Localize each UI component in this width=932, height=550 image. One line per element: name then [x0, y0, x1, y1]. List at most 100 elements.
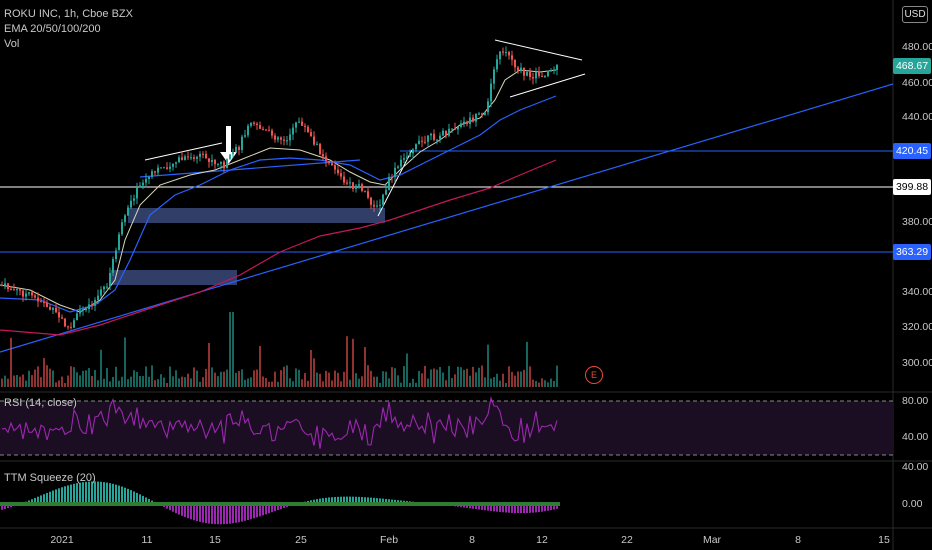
squeeze-bar — [271, 504, 273, 513]
squeeze-bar — [472, 504, 474, 509]
volume-bar — [370, 370, 372, 387]
candle-body — [376, 205, 378, 207]
squeeze-bar — [73, 483, 75, 504]
volume-bar — [49, 368, 51, 387]
squeeze-bar — [127, 488, 129, 504]
squeeze-bar — [166, 504, 168, 509]
volume-bar — [277, 381, 279, 387]
volume-bar — [217, 376, 219, 387]
candle-body — [4, 283, 6, 286]
candle-body — [457, 126, 459, 130]
volume-bar — [169, 366, 171, 387]
candle-body — [241, 136, 243, 150]
squeeze-bar — [280, 504, 282, 510]
triangle-top[interactable] — [494, 39, 583, 61]
squeeze-bar — [235, 504, 237, 523]
volume-bar — [400, 382, 402, 387]
candle-body — [208, 158, 210, 163]
price-candles[interactable] — [1, 46, 558, 330]
volume-bar — [403, 366, 405, 387]
volume-bar — [52, 370, 54, 387]
candle-body — [103, 286, 105, 290]
currency-button[interactable]: USD — [902, 6, 928, 23]
squeeze-bar — [139, 494, 141, 504]
candle-body — [382, 194, 384, 205]
price-tick: 380.00 — [902, 216, 932, 228]
earnings-icon[interactable]: E — [585, 366, 603, 384]
candle-body — [304, 125, 306, 127]
rsi-label[interactable]: RSI (14, close) — [4, 397, 77, 409]
candle-body — [427, 135, 429, 142]
squeeze-label[interactable]: TTM Squeeze (20) — [4, 472, 96, 484]
candle-body — [172, 163, 174, 167]
candle-body — [7, 283, 9, 290]
ema-50-line — [0, 95, 557, 313]
volume-bar — [388, 378, 390, 387]
trendline-top[interactable] — [144, 142, 223, 161]
squeeze-bar — [547, 504, 549, 511]
squeeze-bar — [487, 504, 489, 511]
volume-bar — [4, 375, 6, 387]
time-tick: 2021 — [50, 534, 74, 546]
time-tick: 15 — [209, 534, 221, 546]
candle-body — [25, 293, 27, 297]
volume-bar — [157, 379, 159, 387]
down-arrow-icon — [220, 126, 237, 164]
squeeze-bar — [178, 504, 180, 515]
candle-body — [301, 121, 303, 126]
volume-bar — [292, 381, 294, 387]
volume-indicator-label[interactable]: Vol — [4, 38, 20, 50]
candle-body — [166, 167, 168, 169]
volume-bar — [160, 374, 162, 387]
volume-bar — [298, 369, 300, 387]
squeeze-bar — [7, 504, 9, 509]
candle-body — [388, 176, 390, 190]
candle-body — [67, 326, 69, 328]
trendline-mid[interactable] — [139, 159, 361, 178]
trendline-long[interactable] — [0, 83, 894, 353]
candle-body — [481, 113, 483, 115]
triangle-bottom[interactable] — [509, 73, 586, 98]
squeeze-bar — [532, 504, 534, 513]
time-tick: 12 — [536, 534, 548, 546]
volume-bar — [166, 382, 168, 387]
trendline-break[interactable] — [377, 149, 413, 217]
volume-bar — [64, 382, 66, 387]
volume-bar — [172, 376, 174, 387]
support-zone-lower[interactable] — [111, 270, 237, 285]
candle-body — [271, 130, 273, 136]
squeeze-bar — [196, 504, 198, 522]
candle-body — [463, 121, 465, 124]
candle-body — [64, 318, 66, 327]
candle-body — [406, 156, 408, 159]
volume-bar — [508, 366, 510, 387]
support-zone-upper[interactable] — [128, 208, 385, 223]
volume-bar — [502, 373, 504, 387]
candle-body — [466, 121, 468, 125]
squeeze-bar — [130, 490, 132, 504]
squeeze-bar — [523, 504, 525, 514]
candle-body — [397, 166, 399, 168]
candle-body — [88, 304, 90, 310]
squeeze-bar — [91, 481, 93, 504]
volume-bar — [460, 367, 462, 387]
volume-bar — [328, 372, 330, 387]
rsi-tick: 40.00 — [902, 431, 929, 443]
volume-bar — [256, 369, 258, 387]
candle-body — [229, 154, 231, 160]
volume-bar — [268, 381, 270, 387]
volume-bar — [529, 366, 531, 387]
candle-body — [313, 136, 315, 145]
volume-bar — [280, 370, 282, 387]
last-price-badge: 468.67 — [893, 58, 931, 74]
squeeze-bar — [505, 504, 507, 513]
candle-body — [478, 113, 480, 115]
volume-bar — [466, 368, 468, 387]
ema-indicator-label[interactable]: EMA 20/50/100/200 — [4, 23, 101, 35]
candle-body — [529, 71, 531, 77]
squeeze-bar — [223, 504, 225, 525]
candle-body — [118, 234, 120, 251]
candle-body — [139, 185, 141, 188]
time-tick: Mar — [702, 534, 722, 546]
